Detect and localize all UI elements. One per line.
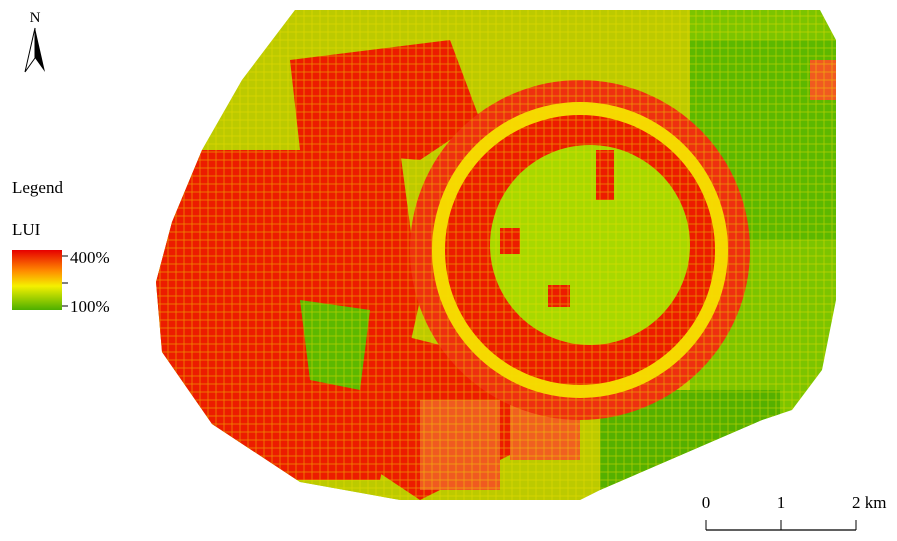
scale-label: 0 [702,493,711,512]
legend-field: LUI [12,220,41,239]
north-arrow: N [25,10,45,72]
scale-label: 2 km [852,493,886,512]
land-use-raster [150,0,850,510]
scale-bar: 0 1 2 km [702,493,887,530]
legend-title: Legend [12,178,63,197]
legend-min: 100% [70,297,110,316]
legend-max: 400% [70,248,110,267]
page: N Legend LUI 400% 100% 0 1 2 km (() => {… [0,0,897,541]
scale-label: 1 [777,493,786,512]
legend-gradient [12,250,62,310]
north-label: N [30,10,41,26]
legend: Legend LUI 400% 100% [12,178,110,316]
map: N Legend LUI 400% 100% 0 1 2 km [0,0,897,536]
